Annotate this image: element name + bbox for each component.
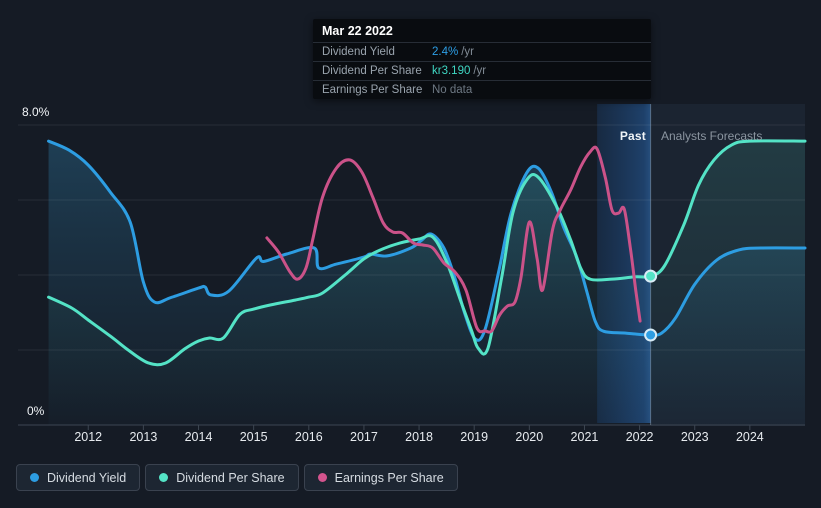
legend-item-label: Dividend Yield xyxy=(47,470,127,485)
tooltip-row-value: 2.4% xyxy=(432,46,459,58)
tooltip-row: Dividend Yield 2.4%/yr xyxy=(313,42,651,61)
marker-dividend-per-share[interactable] xyxy=(644,269,658,283)
tooltip-row-unit: /yr xyxy=(461,46,474,58)
tooltip-row-unit: /yr xyxy=(473,65,487,77)
x-axis-tick-label: 2021 xyxy=(570,430,599,444)
tooltip-row: Earnings Per Share No data xyxy=(313,80,651,99)
legend-dot-icon xyxy=(317,473,327,482)
past-label: Past xyxy=(619,129,646,143)
tooltip-row: Dividend Per Share kr3.190/yr xyxy=(313,61,651,80)
x-axis-tick-label: 2019 xyxy=(460,430,489,444)
chart-tooltip: Mar 22 2022 Dividend Yield 2.4%/yr Dividen… xyxy=(313,19,651,99)
tooltip-row-label: Dividend Yield xyxy=(322,46,395,58)
line-dividend-per-share xyxy=(47,139,807,367)
legend-item-label: Dividend Per Share xyxy=(176,470,285,485)
line-earnings-per-share xyxy=(265,145,642,334)
x-axis-tick-label: 2023 xyxy=(680,430,709,444)
x-axis-tick-label: 2017 xyxy=(350,430,378,444)
legend-item-dividend-yield[interactable]: Dividend Yield xyxy=(16,464,141,491)
marker-dividend-yield[interactable] xyxy=(644,328,658,342)
x-axis-tick-label: 2024 xyxy=(735,430,764,444)
legend-item-dividend-per-share[interactable]: Dividend Per Share xyxy=(145,464,299,491)
x-axis-tick-label: 2015 xyxy=(239,430,268,444)
legend-dot-icon xyxy=(30,473,39,482)
y-axis-label-top: 8.0% xyxy=(22,105,50,119)
chart-legend: Dividend Yield Dividend Per Share Earnings… xyxy=(16,464,458,491)
x-axis-tick-label: 2020 xyxy=(515,430,544,444)
legend-item-earnings-per-share[interactable]: Earnings Per Share xyxy=(303,464,458,491)
legend-dot-icon xyxy=(159,473,169,482)
line-dividend-yield xyxy=(47,139,807,342)
x-axis-tick-label: 2022 xyxy=(625,430,654,444)
x-axis-tick-label: 2016 xyxy=(294,430,323,444)
tooltip-row-label: Dividend Per Share xyxy=(322,65,422,77)
x-axis-tick-label: 2018 xyxy=(405,430,433,444)
tooltip-date: Mar 22 2022 xyxy=(322,24,393,38)
x-axis-tick-label: 2014 xyxy=(184,430,213,444)
tooltip-row-value: No data xyxy=(432,84,473,96)
tooltip-row-value: kr3.190 xyxy=(432,65,471,77)
x-axis-tick-label: 2012 xyxy=(74,430,103,444)
x-axis-tick-label: 2013 xyxy=(129,430,158,444)
past-highlight-band xyxy=(597,104,651,423)
tooltip-row-label: Earnings Per Share xyxy=(322,84,423,96)
legend-item-label: Earnings Per Share xyxy=(334,470,444,485)
forecast-label: Analysts Forecasts xyxy=(661,129,763,143)
y-axis-label-bottom: 0% xyxy=(27,404,45,418)
